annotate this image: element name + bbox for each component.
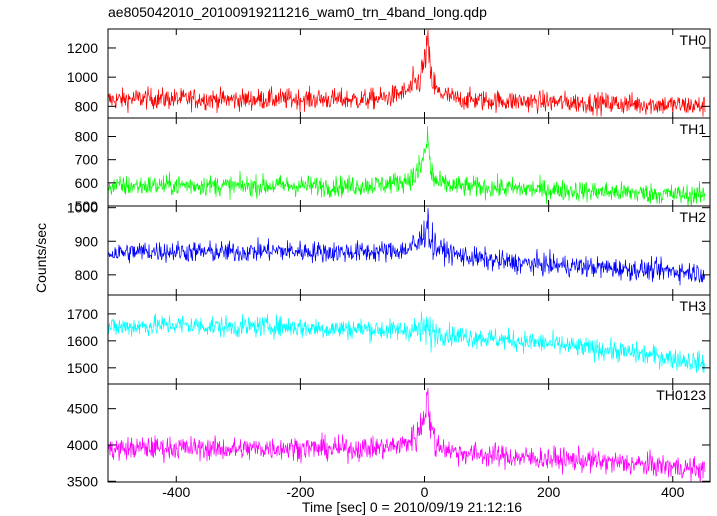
- y-tick-label: 1600: [67, 333, 98, 349]
- x-tick-label: 0: [421, 484, 429, 500]
- panel-frame: [107, 383, 711, 483]
- y-tick-label: 900: [75, 233, 99, 249]
- panel-label: TH0: [680, 32, 707, 48]
- panel-frame: [107, 28, 711, 119]
- panel-label: TH3: [680, 298, 707, 314]
- y-tick-label: 1200: [67, 40, 98, 56]
- x-axis-label: Time [sec] 0 = 2010/09/19 21:12:16: [302, 499, 522, 515]
- panel-frame: [107, 117, 711, 207]
- y-tick-label: 4500: [67, 401, 98, 417]
- series-line-th1: [108, 125, 706, 206]
- y-tick-label: 800: [75, 98, 99, 114]
- y-tick-label: 1000: [67, 200, 98, 216]
- y-tick-label: 1700: [67, 306, 98, 322]
- y-tick-label: 800: [75, 267, 99, 283]
- y-tick-label: 4000: [67, 437, 98, 453]
- panels-group: 800 1000 1200 TH0 500 600 700 800 TH1 800 900 1000 T…: [67, 28, 711, 500]
- panel-th1: 500 600 700 800 TH1: [75, 117, 711, 214]
- panel-label: TH0123: [656, 387, 706, 403]
- y-tick-label: 500: [75, 198, 99, 214]
- series-line-th3: [108, 311, 706, 373]
- panel-label: TH2: [680, 209, 707, 225]
- y-tick-label: 800: [75, 129, 99, 145]
- panel-th2: 800 900 1000 TH2: [67, 200, 711, 296]
- panel-th3: 1500 1600 1700 TH3: [67, 294, 711, 385]
- series-line-th0: [108, 29, 706, 117]
- x-tick-label: 400: [661, 484, 685, 500]
- x-tick-label: -200: [286, 484, 314, 500]
- x-tick-label: 200: [537, 484, 561, 500]
- x-tick-label: -400: [162, 484, 190, 500]
- panel-th0123: 3500 4000 4500 TH0123: [67, 383, 711, 489]
- chart-title: ae805042010_20100919211216_wam0_trn_4ban…: [108, 4, 487, 20]
- panel-th0: 800 1000 1200 TH0: [67, 28, 711, 119]
- panel-label: TH1: [680, 121, 707, 137]
- series-line-th0123: [108, 388, 706, 482]
- y-axis-label: Counts/sec: [33, 223, 49, 293]
- y-tick-label: 3500: [67, 473, 98, 489]
- y-tick-label: 1500: [67, 360, 98, 376]
- y-tick-label: 600: [75, 175, 99, 191]
- y-tick-label: 700: [75, 152, 99, 168]
- series-line-th2: [108, 208, 706, 286]
- y-tick-label: 1000: [67, 69, 98, 85]
